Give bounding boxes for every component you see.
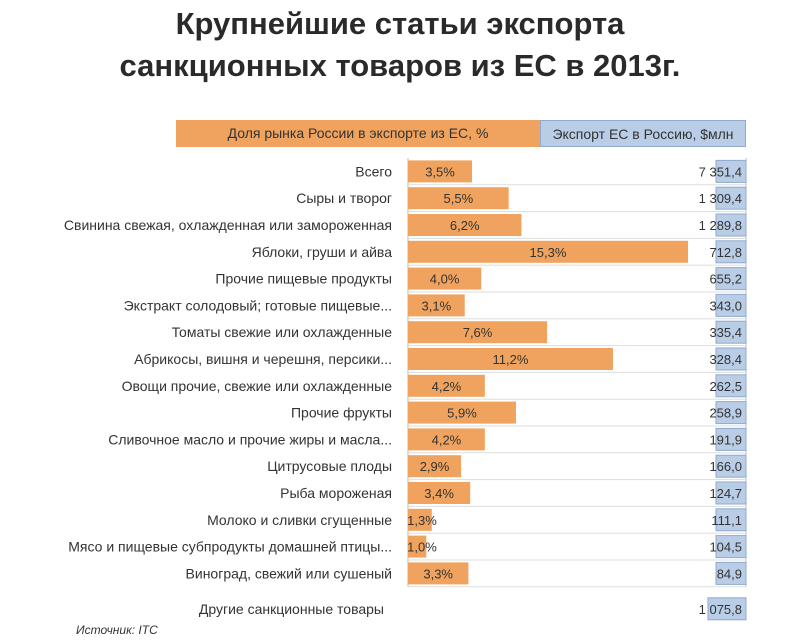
share-bar-label: 4,0% <box>430 272 460 287</box>
export-value-box <box>715 427 747 451</box>
export-value-label: 124,7 <box>709 486 742 501</box>
share-bar <box>408 508 432 531</box>
share-bar-label: 4,2% <box>432 432 462 447</box>
export-value-label: 258,9 <box>709 406 742 421</box>
category-label: Овощи прочие, свежие или охлажденные <box>122 378 393 394</box>
share-bar <box>408 187 509 210</box>
other-goods-label: Другие санкционные товары <box>199 601 384 617</box>
share-bar-label: 1,3% <box>407 513 437 528</box>
share-bar <box>408 374 485 397</box>
export-value-box <box>715 347 747 371</box>
export-value-box <box>715 240 747 264</box>
export-value-label: 712,8 <box>709 245 742 260</box>
category-label: Цитрусовые плоды <box>267 458 392 474</box>
export-value-box <box>715 454 747 478</box>
share-bar-label: 3,3% <box>423 566 453 581</box>
category-label: Яблоки, груши и айва <box>252 244 393 260</box>
export-value-label: 1 289,8 <box>699 218 742 233</box>
share-bar-label: 3,4% <box>424 486 454 501</box>
export-value-box <box>715 159 747 183</box>
export-value-label: 191,9 <box>709 432 742 447</box>
export-value-label: 655,2 <box>709 272 742 287</box>
export-value-box <box>715 508 747 532</box>
export-value-label: 104,5 <box>709 540 742 555</box>
share-bar <box>408 348 613 370</box>
category-label: Сыры и творог <box>296 190 392 206</box>
share-bar <box>408 240 688 263</box>
export-value-label: 1 309,4 <box>699 191 742 206</box>
share-bar-label: 7,6% <box>463 325 493 340</box>
category-label: Экстракт солодовый; готовые пищевые... <box>124 297 392 313</box>
category-label: Прочие фрукты <box>291 405 392 421</box>
chart-title-line-1: Крупнейшие статьи экспорта <box>175 6 625 41</box>
export-value-label: 166,0 <box>709 459 742 474</box>
share-bar-label: 5,9% <box>447 406 477 421</box>
category-label: Мясо и пищевые субпродукты домашней птиц… <box>68 539 392 555</box>
export-value-box <box>715 535 747 559</box>
share-bar-label: 5,5% <box>444 191 474 206</box>
header-market-share: Доля рынка России в экспорте из ЕС, % <box>176 120 540 147</box>
other-goods-value-box <box>707 597 747 621</box>
category-label: Рыба мороженая <box>280 485 392 501</box>
export-value-box <box>715 374 747 398</box>
export-value-box <box>715 561 747 585</box>
share-bar-label: 4,2% <box>432 379 462 394</box>
share-bar <box>408 267 482 290</box>
share-bar <box>408 321 548 344</box>
category-label: Прочие пищевые продукты <box>215 271 392 287</box>
export-value-box <box>715 293 747 317</box>
export-value-box <box>715 320 747 344</box>
category-label: Молоко и сливки сгущенные <box>207 512 392 528</box>
source-note: Источник: ITC <box>76 623 158 637</box>
share-bar <box>408 401 516 424</box>
export-value-label: 328,4 <box>709 352 742 367</box>
export-value-box <box>715 481 747 505</box>
export-value-label: 343,0 <box>709 298 742 313</box>
export-value-label: 84,9 <box>717 566 742 581</box>
share-bar <box>408 428 485 451</box>
share-bar <box>408 482 471 504</box>
share-bar-label: 2,9% <box>420 459 450 474</box>
category-label: Сливочное масло и прочие жиры и масла... <box>108 431 392 447</box>
export-value-box <box>715 213 747 237</box>
share-bar <box>408 160 473 183</box>
export-value-box <box>715 401 747 425</box>
export-value-label: 262,5 <box>709 379 742 394</box>
share-bar <box>408 294 465 317</box>
share-bar-label: 1,0% <box>407 540 437 555</box>
export-value-box <box>715 186 747 210</box>
share-bar <box>408 455 462 478</box>
export-value-box <box>715 267 747 291</box>
category-label: Виноград, свежий или сушеный <box>186 565 392 581</box>
export-value-label: 335,4 <box>709 325 742 340</box>
export-value-label: 7 351,4 <box>699 164 742 179</box>
category-label: Всего <box>355 163 392 179</box>
share-bar-label: 11,2% <box>493 352 529 367</box>
export-value-label: 111,1 <box>711 513 742 528</box>
share-bar-label: 3,1% <box>422 298 452 313</box>
share-bar-label: 6,2% <box>450 218 480 233</box>
share-bar <box>408 535 427 558</box>
share-bar <box>408 562 469 585</box>
category-label: Абрикосы, вишня и черешня, персики... <box>134 351 392 367</box>
share-bar-label: 15,3% <box>530 245 567 260</box>
category-label: Томаты свежие или охлажденные <box>172 324 393 340</box>
chart-title-line-2: санкционных товаров из ЕС в 2013г. <box>119 48 681 83</box>
other-goods-value: 1 075,8 <box>699 602 742 617</box>
share-bar <box>408 214 522 236</box>
share-bar-label: 3,5% <box>425 164 455 179</box>
header-eu-export: Экспорт ЕС в Россию, $млн <box>540 120 746 147</box>
category-label: Свинина свежая, охлажденная или замороже… <box>64 217 392 233</box>
